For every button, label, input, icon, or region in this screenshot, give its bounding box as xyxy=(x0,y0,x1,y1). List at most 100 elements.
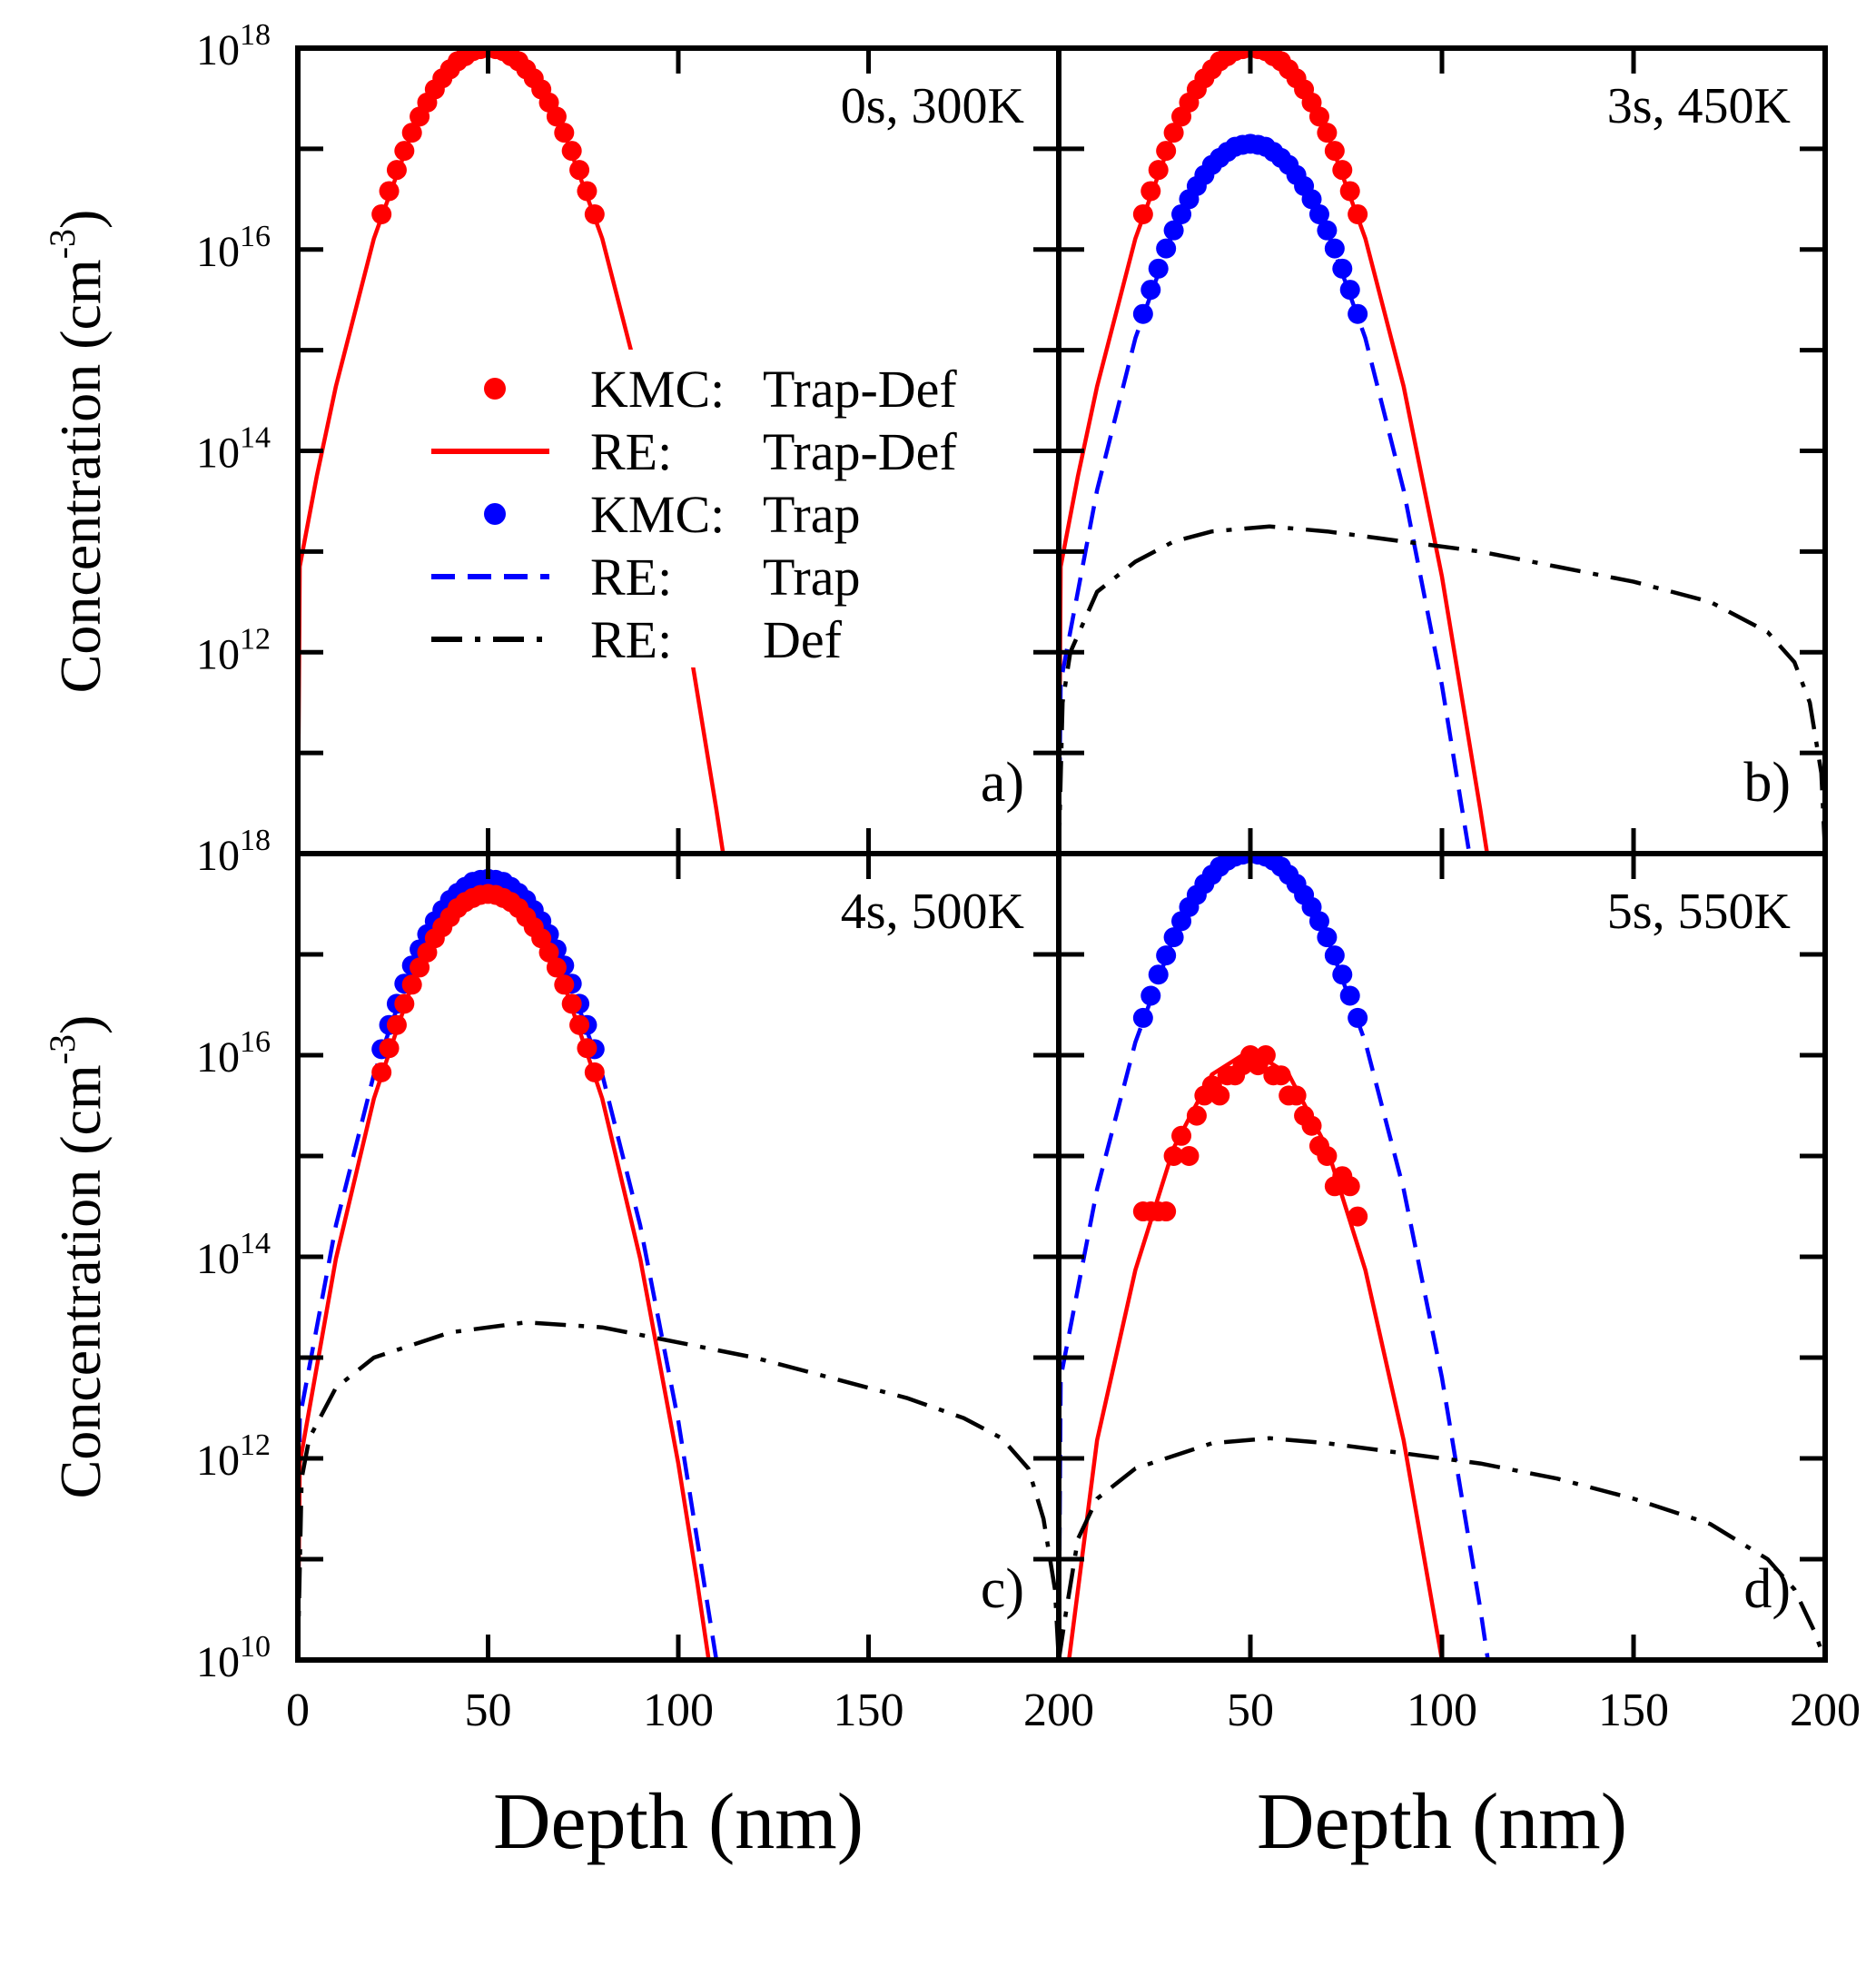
x-tick-label: 150 xyxy=(1598,1685,1669,1736)
panel-frame xyxy=(1056,851,1828,1663)
series-line-re-trap xyxy=(298,876,719,1660)
data-point-kmc-trap-def xyxy=(371,1062,392,1082)
data-point-kmc-trap-def xyxy=(379,1038,400,1059)
data-point-kmc-trap-def xyxy=(1332,160,1353,181)
y-tick-label: 1010 xyxy=(196,1630,271,1686)
y-tick-label-exponent: 14 xyxy=(240,1227,271,1260)
data-point-kmc-trap-def xyxy=(1171,1125,1192,1146)
y-tick-label: 1018 xyxy=(196,18,271,74)
y-tick-label-exponent: 14 xyxy=(240,421,271,455)
legend-item: RE: Trap-Def xyxy=(431,422,957,481)
legend-name: Trap xyxy=(763,548,860,607)
data-point-kmc-trap-def xyxy=(1163,1146,1184,1166)
data-point-kmc-trap-def xyxy=(554,974,575,995)
y-axis-title-text: Concentration (cm xyxy=(48,1064,113,1498)
y-tick-label-exponent: 12 xyxy=(240,622,271,656)
y-tick-label-base: 10 xyxy=(196,26,240,74)
y-tick-label: 1012 xyxy=(196,622,271,678)
legend-prefix: KMC: xyxy=(590,360,725,419)
data-point-kmc-trap-def xyxy=(1163,123,1184,143)
data-point-kmc-trap-def xyxy=(561,141,582,162)
data-point-kmc-trap-def xyxy=(1317,123,1338,143)
x-tick-label: 50 xyxy=(465,1685,512,1736)
data-point-kmc-trap xyxy=(1132,1007,1153,1028)
y-tick-label-exponent: 12 xyxy=(240,1428,271,1462)
data-point-kmc-trap-def xyxy=(1308,106,1329,127)
legend-prefix: RE: xyxy=(590,548,672,607)
series-line-re-trap-def xyxy=(298,892,711,1660)
y-tick-label-base: 10 xyxy=(196,1235,240,1283)
legend-item: KMC: Trap-Def xyxy=(484,360,957,419)
data-point-kmc-trap xyxy=(1140,280,1161,301)
series-line-re-trap xyxy=(1059,142,1472,854)
y-tick-label-base: 10 xyxy=(196,228,240,276)
series-line-re-trap xyxy=(1059,854,1490,1660)
data-point-kmc-trap-def xyxy=(1210,1085,1230,1106)
legend-name: Trap-Def xyxy=(763,360,957,419)
data-point-kmc-trap-def xyxy=(1132,203,1153,224)
data-point-kmc-trap-def xyxy=(584,203,605,224)
data-point-kmc-trap xyxy=(1163,927,1184,948)
data-point-kmc-trap xyxy=(1156,238,1177,259)
data-point-kmc-trap-def xyxy=(569,1014,590,1035)
data-point-kmc-trap xyxy=(1332,964,1353,985)
data-point-kmc-trap-def xyxy=(1339,181,1360,202)
panel-letter: c) xyxy=(981,1558,1024,1620)
series-line-re-trap-def xyxy=(1066,1048,1445,1660)
data-point-kmc-trap-def xyxy=(1186,1105,1207,1126)
data-point-kmc-trap-def xyxy=(1301,1115,1322,1136)
data-point-kmc-trap-def xyxy=(410,957,430,978)
data-point-kmc-trap xyxy=(1339,280,1360,301)
legend-name: Trap xyxy=(763,485,860,544)
data-point-kmc-trap xyxy=(1339,985,1360,1006)
panel-d: 50 100 150 200 5s, 550K d) xyxy=(1056,851,1861,1736)
series-line-re-def xyxy=(1059,1436,1825,1660)
data-point-kmc-trap-def xyxy=(1179,1146,1200,1166)
y-tick-label-base: 10 xyxy=(196,430,240,478)
y-tick-label-base: 10 xyxy=(196,630,240,678)
legend-marker-dot xyxy=(484,503,506,525)
y-tick-label-exponent: 16 xyxy=(240,220,271,253)
data-point-kmc-trap-def xyxy=(1324,141,1345,162)
legend-prefix: KMC: xyxy=(590,485,725,544)
y-axis-title-text: Concentration (cm xyxy=(48,259,113,693)
y-axis-title-top: Concentration (cm-3) xyxy=(42,210,113,694)
legend-background xyxy=(418,350,1017,667)
data-point-kmc-trap-def xyxy=(1270,1065,1291,1086)
data-point-kmc-trap xyxy=(1171,203,1192,224)
data-point-kmc-trap xyxy=(1140,985,1161,1006)
series-line-re-def xyxy=(1059,524,1825,854)
data-point-kmc-trap-def xyxy=(569,160,590,181)
data-point-kmc-trap-def xyxy=(561,993,582,1014)
y-axis-title-bottom: Concentration (cm-3) xyxy=(42,1015,113,1499)
data-point-kmc-trap xyxy=(1156,945,1177,966)
axis-titles: Concentration (cm-3) Concentration (cm-3… xyxy=(42,210,1627,1866)
x-tick-label: 0 xyxy=(286,1685,310,1736)
data-point-kmc-trap-def xyxy=(1148,160,1169,181)
data-point-kmc-trap xyxy=(1348,1007,1368,1028)
data-point-kmc-trap xyxy=(1332,258,1353,279)
plot-area xyxy=(298,868,1059,1660)
data-point-kmc-trap-def xyxy=(386,160,407,181)
y-tick-label: 1014 xyxy=(196,421,271,478)
legend-name: Trap-Def xyxy=(763,422,957,481)
legend-marker-dot xyxy=(484,378,506,400)
data-point-kmc-trap-def xyxy=(577,1038,597,1059)
data-point-kmc-trap-def xyxy=(577,181,597,202)
panel-title: 4s, 500K xyxy=(841,884,1024,940)
data-point-kmc-trap xyxy=(1348,303,1368,324)
data-point-kmc-trap xyxy=(1163,220,1184,241)
panel-title: 5s, 550K xyxy=(1607,884,1791,940)
data-point-kmc-trap-def xyxy=(584,1062,605,1082)
x-axis-title-right: Depth (nm) xyxy=(1257,1778,1627,1866)
y-tick-label: 1016 xyxy=(196,1025,271,1082)
panel-frame xyxy=(1056,45,1828,856)
data-point-kmc-trap xyxy=(1148,258,1169,279)
data-point-kmc-trap-def xyxy=(379,181,400,202)
data-point-kmc-trap-def xyxy=(554,123,575,143)
x-tick-label: 150 xyxy=(834,1685,904,1736)
legend-prefix: RE: xyxy=(590,422,672,481)
